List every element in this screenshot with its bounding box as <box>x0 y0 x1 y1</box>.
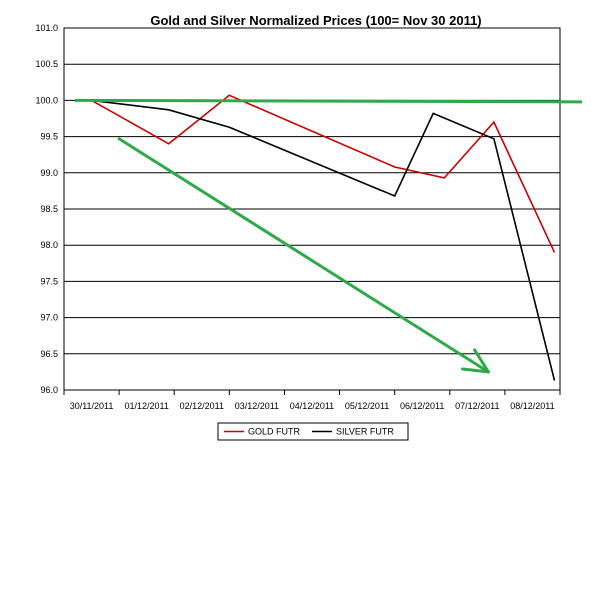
annotations <box>75 98 583 374</box>
y-tick-label: 96.0 <box>40 385 58 395</box>
axes <box>63 27 561 395</box>
y-tick-label: 97.5 <box>40 276 58 286</box>
x-tick-label: 04/12/2011 <box>290 401 334 411</box>
y-tick-label: 100.5 <box>35 59 58 69</box>
x-tick-label: 30/11/2011 <box>70 401 114 411</box>
silver-series-line <box>91 99 556 381</box>
x-tick-label: 03/12/2011 <box>235 401 279 411</box>
y-tick-label: 100.0 <box>35 95 58 105</box>
green-arrowhead <box>461 367 490 374</box>
green-level-line <box>75 98 583 104</box>
y-tick-label: 96.5 <box>40 349 58 359</box>
x-tick-labels: 30/11/2011 01/12/2011 02/12/2011 03/12/2011… <box>70 401 555 411</box>
gold-series-line <box>91 94 556 253</box>
y-tick-label: 101.0 <box>35 23 58 33</box>
y-tick-label: 99.5 <box>40 132 58 142</box>
y-tick-label: 97.0 <box>40 313 58 323</box>
legend-label: GOLD FUTR <box>248 427 301 437</box>
y-tick-labels: 101.0 100.5 100.0 99.5 99.0 98.5 98.0 97.5 97.0 9… <box>35 23 58 395</box>
series-lines <box>91 94 556 381</box>
legend: GOLD FUTR SILVER FUTR <box>217 422 409 441</box>
green-trend-arrow <box>117 137 490 374</box>
x-tick-label: 06/12/2011 <box>400 401 444 411</box>
x-tick-label: 07/12/2011 <box>455 401 499 411</box>
x-tick-label: 08/12/2011 <box>510 401 554 411</box>
chart-title: Gold and Silver Normalized Prices (100= … <box>150 13 481 28</box>
green-arrowhead <box>473 348 490 374</box>
x-tick-label: 02/12/2011 <box>180 401 224 411</box>
y-tick-label: 99.0 <box>40 168 58 178</box>
y-tick-label: 98.0 <box>40 240 58 250</box>
plot-frame <box>63 27 561 391</box>
y-tick-label: 98.5 <box>40 204 58 214</box>
x-tick-label: 05/12/2011 <box>345 401 389 411</box>
legend-label: SILVER FUTR <box>336 427 394 437</box>
x-tick-label: 01/12/2011 <box>124 401 168 411</box>
